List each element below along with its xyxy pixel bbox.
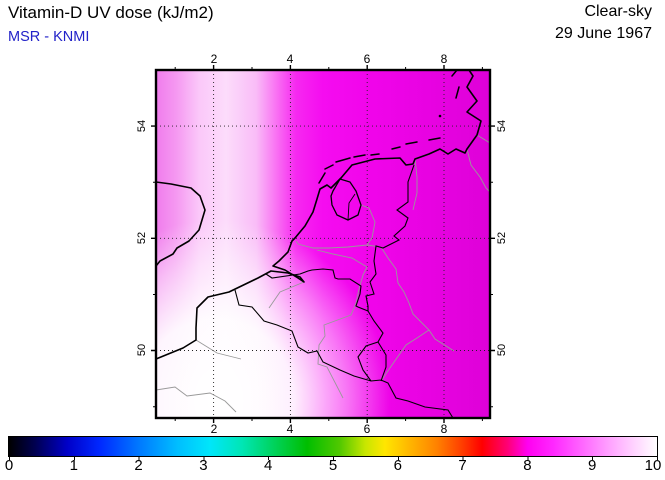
colorbar-label-1: 1: [69, 457, 78, 474]
colorbar-label-0: 0: [4, 457, 14, 474]
map-frame: [154, 68, 492, 420]
polder-dike: [347, 193, 356, 221]
river-layer: [156, 134, 490, 413]
country-borders: [234, 164, 454, 418]
border-layer: [234, 164, 454, 418]
frame-ticks: [151, 65, 495, 423]
lon-label-bottom-4: 4: [286, 422, 294, 436]
lon-label-top-4: 4: [286, 52, 294, 66]
colorbar-label-7: 7: [458, 457, 467, 474]
coastline-layer: [156, 70, 482, 360]
helgoland-island: [438, 114, 442, 118]
lon-label-top-8: 8: [440, 52, 448, 66]
ijsselmeer-outline: [330, 178, 362, 221]
lon-label-bottom-8: 8: [440, 422, 448, 436]
lon-label-bottom-6: 6: [363, 422, 371, 436]
england-coastline: [156, 181, 206, 267]
colorbar-label-8: 8: [523, 457, 532, 474]
lat-label-right-50: 50: [496, 343, 508, 357]
colorbar-label-6: 6: [393, 457, 402, 474]
colorbar-label-10: 10: [644, 457, 662, 474]
uv-dose-map: [151, 65, 495, 423]
lon-label-top-6: 6: [363, 52, 371, 66]
colorbar-label-5: 5: [328, 457, 338, 474]
colorbar-label-9: 9: [588, 457, 597, 474]
figure-title: Vitamin-D UV dose (kJ/m2): [8, 3, 214, 22]
condition-label: Clear-sky: [584, 3, 652, 20]
date-label: 29 June 1967: [555, 25, 652, 42]
rivers: [156, 134, 490, 413]
colorbar-ticks: [9, 457, 658, 460]
lon-label-bottom-2: 2: [210, 422, 218, 436]
lat-label-left-50: 50: [136, 343, 148, 357]
lon-label-top-2: 2: [210, 52, 218, 66]
wadden-islands: [318, 70, 460, 184]
field-layer: [156, 70, 490, 418]
continental-coastline: [156, 70, 482, 360]
uv-field-high-zone: [156, 70, 490, 418]
colorbar-label-3: 3: [199, 457, 208, 474]
lat-label-left-52: 52: [136, 231, 148, 245]
source-label: MSR - KNMI: [8, 29, 90, 45]
colorbar-label-4: 4: [264, 457, 273, 474]
colorbar-label-2: 2: [134, 457, 143, 474]
lat-label-right-54: 54: [496, 119, 508, 133]
lat-label-right-52: 52: [496, 231, 508, 245]
lat-label-left-54: 54: [136, 119, 148, 133]
colorbar: [8, 436, 658, 457]
